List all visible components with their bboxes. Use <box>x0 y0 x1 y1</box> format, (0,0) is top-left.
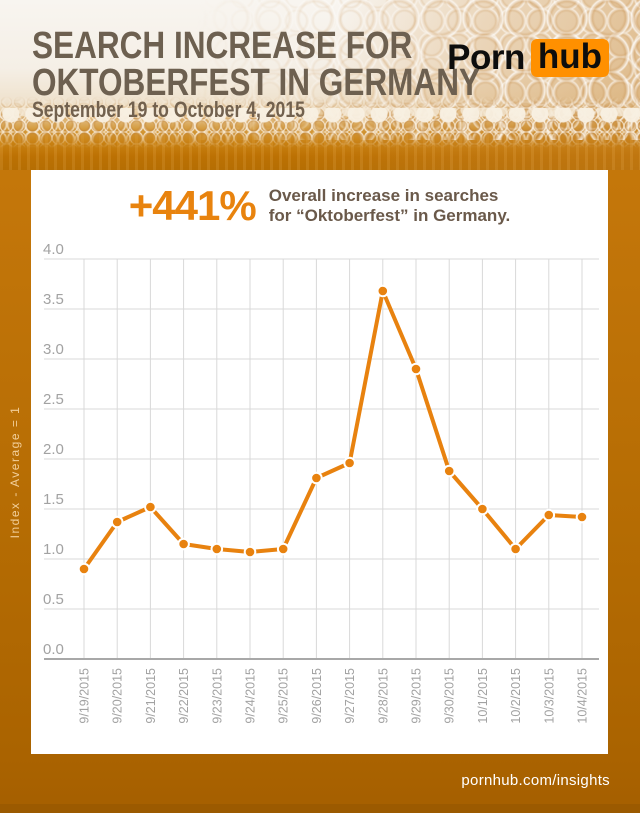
x-tick-label: 9/26/2015 <box>310 668 324 724</box>
y-tick-label: 0.5 <box>43 591 64 608</box>
y-tick-label: 2.0 <box>43 441 64 458</box>
stat-callout: +441% Overall increase in searches for “… <box>31 182 608 230</box>
data-point <box>542 508 556 522</box>
data-point <box>77 562 91 576</box>
data-point <box>509 542 522 556</box>
x-tick-label: 10/4/2015 <box>576 668 590 724</box>
data-point <box>144 500 157 514</box>
pornhub-logo: Porn hub <box>447 38 609 78</box>
increase-description: Overall increase in searches for “Oktobe… <box>269 186 511 226</box>
x-tick-label: 9/19/2015 <box>78 668 92 724</box>
page-title-line2: OKTOBERFEST IN GERMANY <box>32 62 481 104</box>
chart-card: 4.0 3.5 3.0 2.5 2.0 1.5 1.0 0.5 0.0 9/19/2015 9/20… <box>31 170 608 754</box>
y-tick-label: 2.5 <box>43 391 64 408</box>
bottom-strip <box>0 804 640 813</box>
header-beer-photo: SEARCH INCREASE FOR OKTOBERFEST IN GERMA… <box>0 0 640 170</box>
page-title: SEARCH INCREASE FOR OKTOBERFEST IN GERMA… <box>32 25 481 104</box>
data-point <box>442 464 456 478</box>
page-title-line1: SEARCH INCREASE FOR <box>32 25 413 67</box>
y-tick-label: 3.5 <box>43 291 64 308</box>
data-point <box>210 542 224 556</box>
foam-edge <box>0 108 640 134</box>
increase-description-line2: for “Oktoberfest” in Germany. <box>268 206 511 225</box>
x-tick-label: 9/23/2015 <box>210 668 224 724</box>
data-point <box>310 471 323 485</box>
data-point <box>177 537 190 551</box>
data-point <box>409 362 423 376</box>
x-tick-label: 9/21/2015 <box>144 668 158 724</box>
footer-url: pornhub.com/insights <box>461 772 610 789</box>
data-line <box>82 289 584 571</box>
data-point <box>276 542 290 556</box>
x-tick-label: 9/22/2015 <box>177 668 191 724</box>
y-tick-label: 0.0 <box>43 641 64 658</box>
increase-percentage: +441% <box>128 182 257 229</box>
x-tick-label: 10/2/2015 <box>509 668 523 724</box>
data-point <box>575 510 589 524</box>
x-tick-label: 9/20/2015 <box>111 668 125 724</box>
x-tick-label: 9/30/2015 <box>443 668 457 724</box>
data-point <box>110 515 124 529</box>
x-tick-label: 10/3/2015 <box>542 668 556 724</box>
y-tick-label: 1.0 <box>43 541 64 558</box>
logo-text-porn: Porn <box>447 38 525 77</box>
y-tick-label: 4.0 <box>43 241 64 258</box>
line-chart: 4.0 3.5 3.0 2.5 2.0 1.5 1.0 0.5 0.0 9/19/2015 9/20… <box>43 241 599 724</box>
y-tick-label: 1.5 <box>43 491 64 508</box>
data-point <box>476 502 489 516</box>
x-tick-label: 9/27/2015 <box>343 668 357 724</box>
x-tick-label: 9/28/2015 <box>376 668 390 724</box>
logo-text-hub: hub <box>530 38 609 78</box>
page-subtitle: September 19 to October 4, 2015 <box>32 97 305 122</box>
y-tick-label: 3.0 <box>43 341 64 358</box>
x-tick-label: 10/1/2015 <box>476 668 490 724</box>
increase-description-line1: Overall increase in searches <box>268 186 499 205</box>
data-point <box>376 284 390 298</box>
x-tick-label: 9/25/2015 <box>277 668 291 724</box>
data-point <box>343 456 356 470</box>
y-axis-title: Index - Average = 1 <box>8 405 22 539</box>
x-tick-label: 9/24/2015 <box>244 668 258 724</box>
data-point <box>243 545 257 559</box>
x-tick-label: 9/29/2015 <box>410 668 424 724</box>
